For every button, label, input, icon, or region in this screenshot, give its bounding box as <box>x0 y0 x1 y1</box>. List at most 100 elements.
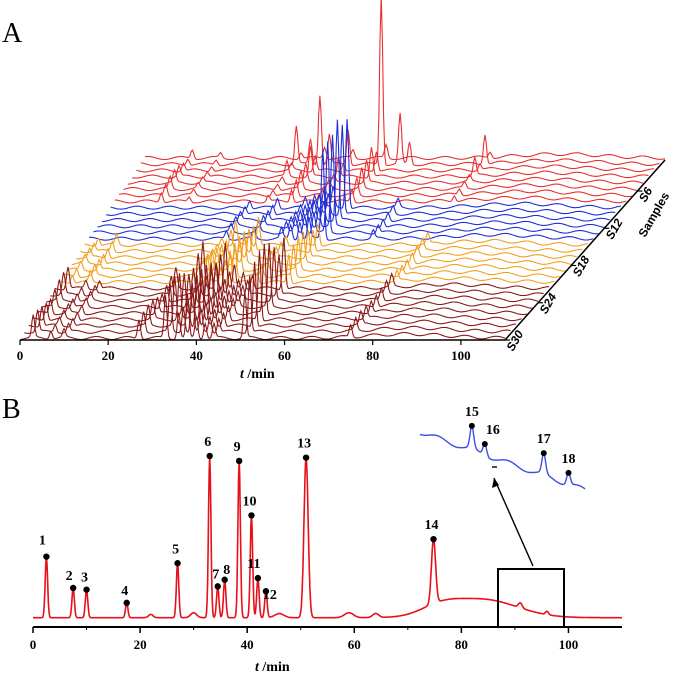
peak-marker-9 <box>235 457 243 465</box>
inset-peak-marker-17 <box>540 450 547 457</box>
peak-label-3: 3 <box>81 571 88 586</box>
panel-b-xtick-label: 100 <box>559 637 579 652</box>
peak-marker-13 <box>302 454 310 461</box>
sample-trace-S29 <box>24 275 511 334</box>
panel-a-chart: 0 20 40 60 80 100 t /min Samples S6S12S18S24S… <box>17 0 672 382</box>
zoom-arrow-head <box>492 478 499 488</box>
sample-trace-S28 <box>28 261 517 328</box>
sample-trace-S4 <box>132 145 649 179</box>
panel-a-xtick-label: 100 <box>451 348 471 363</box>
inset-peak-label-15: 15 <box>465 405 479 420</box>
peak-marker-7 <box>214 583 221 590</box>
sample-trace-S1 <box>144 142 666 161</box>
sample-trace-S18 <box>71 231 572 266</box>
inset-peak-marker-16 <box>481 440 488 447</box>
peak-label-4: 4 <box>121 584 128 599</box>
sample-trace-S25 <box>41 242 533 310</box>
panel-b-xtick-label: 60 <box>348 637 361 652</box>
sample-trace-S21 <box>58 250 555 285</box>
sample-trace-S27 <box>32 250 522 322</box>
sample-trace-S13 <box>93 141 599 235</box>
panel-a-depth-tick-label: S6 <box>636 185 656 205</box>
panel-a-xlabel: t /min <box>240 367 275 382</box>
sample-trace-S22 <box>54 237 550 291</box>
inset-peak-markers: 15 16 17 18 <box>465 405 576 476</box>
peak-marker-2 <box>69 584 77 592</box>
panel-b-axes: 0 20 40 60 80 100 <box>30 626 622 652</box>
sample-trace-S15 <box>84 216 588 247</box>
peak-label-1: 1 <box>39 534 46 549</box>
sample-trace-S8 <box>114 187 627 204</box>
peak-marker-6 <box>206 452 213 460</box>
sample-trace-S3 <box>136 151 654 173</box>
inset-peak-marker-15 <box>468 422 475 429</box>
panel-b-xtick-label: 20 <box>134 637 147 652</box>
sample-trace-S5 <box>127 160 644 185</box>
peak-label-7: 7 <box>212 567 219 582</box>
sample-trace-S17 <box>76 229 577 260</box>
panel-a-depth-axis <box>504 159 666 341</box>
sample-trace-S10 <box>106 124 616 216</box>
peak-marker-1 <box>43 553 50 560</box>
inset-peak-label-17: 17 <box>537 432 551 447</box>
peak-label-2: 2 <box>66 569 73 584</box>
peak-label-8: 8 <box>223 563 230 578</box>
sample-trace-S20 <box>63 242 561 278</box>
panel-label-a: A <box>2 18 23 49</box>
sample-trace-S6 <box>123 167 638 192</box>
peak-label-10: 10 <box>242 494 256 509</box>
peak-label-14: 14 <box>425 518 439 533</box>
peak-marker-11 <box>254 574 262 582</box>
zoom-arrow-line <box>493 477 534 567</box>
panel-b-xtick-label: 80 <box>455 637 468 652</box>
zoom-box <box>497 568 565 628</box>
peak-marker-10 <box>248 512 255 519</box>
panel-a-traces <box>19 0 666 341</box>
peak-label-9: 9 <box>234 440 241 455</box>
sample-trace-S7 <box>118 175 632 198</box>
sample-trace-S16 <box>80 225 583 254</box>
peak-label-12: 12 <box>263 588 277 603</box>
inset-trace <box>419 424 586 490</box>
panel-a-xtick-label: 0 <box>17 348 24 363</box>
sample-trace-S23 <box>50 253 544 297</box>
inset-peak-label-18: 18 <box>562 452 576 467</box>
sample-trace-S26 <box>37 243 528 316</box>
panel-a-depth-tick-label: S12 <box>603 216 626 242</box>
panel-a-xtick-label: 20 <box>102 348 115 363</box>
panel-a-xtick-label: 80 <box>366 348 379 363</box>
sample-trace-S30 <box>19 292 506 341</box>
peak-marker-4 <box>123 599 130 607</box>
peak-label-6: 6 <box>204 435 211 450</box>
sample-trace-S11 <box>101 119 610 223</box>
sample-trace-S24 <box>45 247 539 303</box>
inset-peak-label-16: 16 <box>486 423 500 438</box>
peak-marker-5 <box>174 560 181 567</box>
sample-trace-S9 <box>110 119 621 210</box>
panel-a-depth-tick-label: S24 <box>537 290 560 316</box>
panel-b-xtick-label: 0 <box>30 637 37 652</box>
sample-trace-S2 <box>140 0 660 167</box>
panel-a-xtick-label: 60 <box>278 348 291 363</box>
sample-trace-S14 <box>89 148 594 241</box>
panel-a-depth-tick-label: S18 <box>570 253 593 279</box>
panel-b-trace <box>33 455 622 619</box>
peak-label-11: 11 <box>247 557 260 572</box>
inset-peak-marker-18 <box>565 469 572 476</box>
peak-marker-8 <box>221 576 228 583</box>
panel-a-depth-tick-label: S30 <box>503 328 526 354</box>
panel-b-xlabel: t /min <box>255 660 290 675</box>
panel-a-xtick-label: 40 <box>190 348 203 363</box>
sample-trace-S19 <box>67 236 566 272</box>
peak-label-5: 5 <box>172 542 179 557</box>
peak-marker-3 <box>83 586 90 593</box>
panel-a-axes: 0 20 40 60 80 100 <box>17 159 666 363</box>
sample-trace-S12 <box>97 134 605 229</box>
inset-chart: 15 16 17 18 <box>419 405 586 490</box>
peak-marker-12 <box>262 588 270 595</box>
peak-label-13: 13 <box>297 437 311 452</box>
panel-b-xtick-label: 40 <box>241 637 254 652</box>
